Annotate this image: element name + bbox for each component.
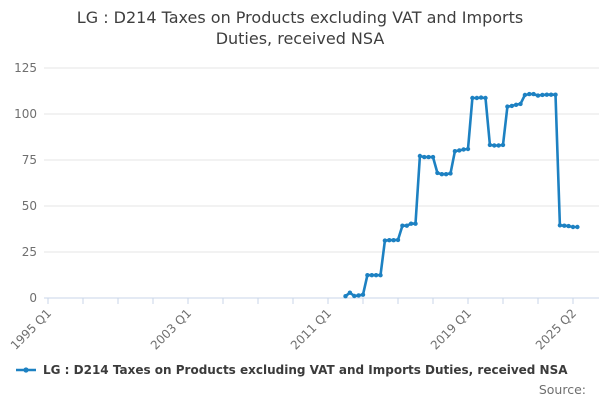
- data-point-2012 Q2[interactable]: [347, 290, 353, 295]
- data-point-2020 Q2[interactable]: [487, 142, 493, 148]
- data-point-2024 Q4[interactable]: [566, 223, 571, 229]
- data-point-2017 Q3[interactable]: [439, 172, 444, 177]
- y-axis-label-0: 0: [29, 291, 37, 305]
- y-axis-label-100: 100: [14, 107, 37, 121]
- x-axis-label: 2019 Q1: [428, 306, 474, 352]
- data-point-2024 Q2[interactable]: [557, 223, 563, 228]
- legend-item[interactable]: LG : D214 Taxes on Products excluding VA…: [15, 363, 568, 377]
- data-point-2023 Q1[interactable]: [535, 93, 541, 98]
- data-point-2014 Q3[interactable]: [387, 238, 392, 243]
- data-point-2019 Q1[interactable]: [465, 146, 471, 152]
- data-point-2014 Q2[interactable]: [382, 238, 388, 243]
- data-point-2017 Q1[interactable]: [430, 154, 436, 160]
- data-point-2022 Q4[interactable]: [531, 91, 536, 97]
- data-point-2014 Q1[interactable]: [378, 273, 383, 278]
- data-point-2021 Q3[interactable]: [509, 103, 514, 109]
- chart-title-line1: LG : D214 Taxes on Products excluding VA…: [76, 8, 524, 27]
- data-point-2013 Q4[interactable]: [373, 273, 379, 278]
- x-axis-label: 2011 Q1: [288, 306, 334, 352]
- data-point-2024 Q1[interactable]: [553, 92, 558, 97]
- data-point-2018 Q2[interactable]: [452, 149, 458, 154]
- series-line: [344, 92, 579, 298]
- chart-title: LG : D214 Taxes on Products excluding VA…: [0, 7, 600, 49]
- data-point-2020 Q4[interactable]: [496, 143, 501, 148]
- data-point-2024 Q3[interactable]: [562, 223, 567, 228]
- data-point-2014 Q4[interactable]: [391, 238, 396, 243]
- x-axis-label: 1995 Q1: [8, 306, 54, 352]
- chart-title-line2: Duties, received NSA: [215, 29, 385, 48]
- source-label: Source:: [538, 382, 586, 397]
- data-point-2022 Q3[interactable]: [527, 91, 532, 97]
- data-point-2012 Q1[interactable]: [343, 294, 348, 299]
- data-point-2013 Q1[interactable]: [360, 292, 366, 297]
- data-point-2022 Q1[interactable]: [518, 101, 523, 107]
- x-axis-label: 2025 Q2: [533, 306, 579, 352]
- data-point-2015 Q1[interactable]: [395, 237, 401, 243]
- data-point-2018 Q3[interactable]: [457, 148, 462, 153]
- y-axis-label-125: 125: [14, 61, 37, 75]
- data-point-2022 Q2[interactable]: [522, 92, 528, 98]
- y-axis-label-50: 50: [22, 199, 37, 213]
- data-point-2021 Q1[interactable]: [500, 142, 506, 148]
- data-point-2016 Q3[interactable]: [422, 154, 427, 160]
- data-point-2020 Q3[interactable]: [492, 143, 497, 148]
- legend-series-label: LG : D214 Taxes on Products excluding VA…: [43, 363, 568, 377]
- data-point-2021 Q4[interactable]: [513, 102, 519, 108]
- data-point-2012 Q4[interactable]: [356, 293, 361, 298]
- y-axis-label-25: 25: [22, 245, 37, 259]
- data-point-2017 Q4[interactable]: [443, 172, 449, 177]
- data-point-2019 Q2[interactable]: [470, 95, 475, 101]
- data-point-2013 Q3[interactable]: [369, 273, 374, 278]
- x-axis-label: 2003 Q1: [148, 306, 194, 352]
- data-point-2021 Q2[interactable]: [505, 104, 510, 109]
- data-point-2019 Q4[interactable]: [478, 95, 484, 100]
- data-point-2018 Q4[interactable]: [461, 147, 466, 152]
- line-series-marker-icon: [16, 367, 36, 373]
- data-point-2012 Q3[interactable]: [352, 293, 357, 299]
- data-point-2023 Q2[interactable]: [540, 92, 545, 98]
- data-point-2016 Q1[interactable]: [413, 221, 418, 226]
- data-point-2013 Q2[interactable]: [365, 273, 370, 278]
- data-point-2017 Q2[interactable]: [435, 170, 440, 176]
- data-point-2023 Q3[interactable]: [544, 92, 549, 97]
- data-point-2023 Q4[interactable]: [548, 92, 554, 97]
- data-point-2018 Q1[interactable]: [448, 171, 453, 176]
- data-point-2019 Q3[interactable]: [474, 95, 479, 101]
- data-point-2016 Q2[interactable]: [417, 153, 423, 159]
- data-point-2020 Q1[interactable]: [483, 95, 488, 101]
- data-point-2015 Q2[interactable]: [400, 223, 405, 228]
- data-point-2025 Q1[interactable]: [570, 224, 576, 230]
- data-point-2016 Q4[interactable]: [426, 154, 431, 160]
- data-point-2015 Q4[interactable]: [408, 221, 414, 226]
- y-axis-label-75: 75: [22, 153, 37, 167]
- data-point-2015 Q3[interactable]: [404, 223, 409, 228]
- data-point-2025 Q2[interactable]: [575, 224, 580, 230]
